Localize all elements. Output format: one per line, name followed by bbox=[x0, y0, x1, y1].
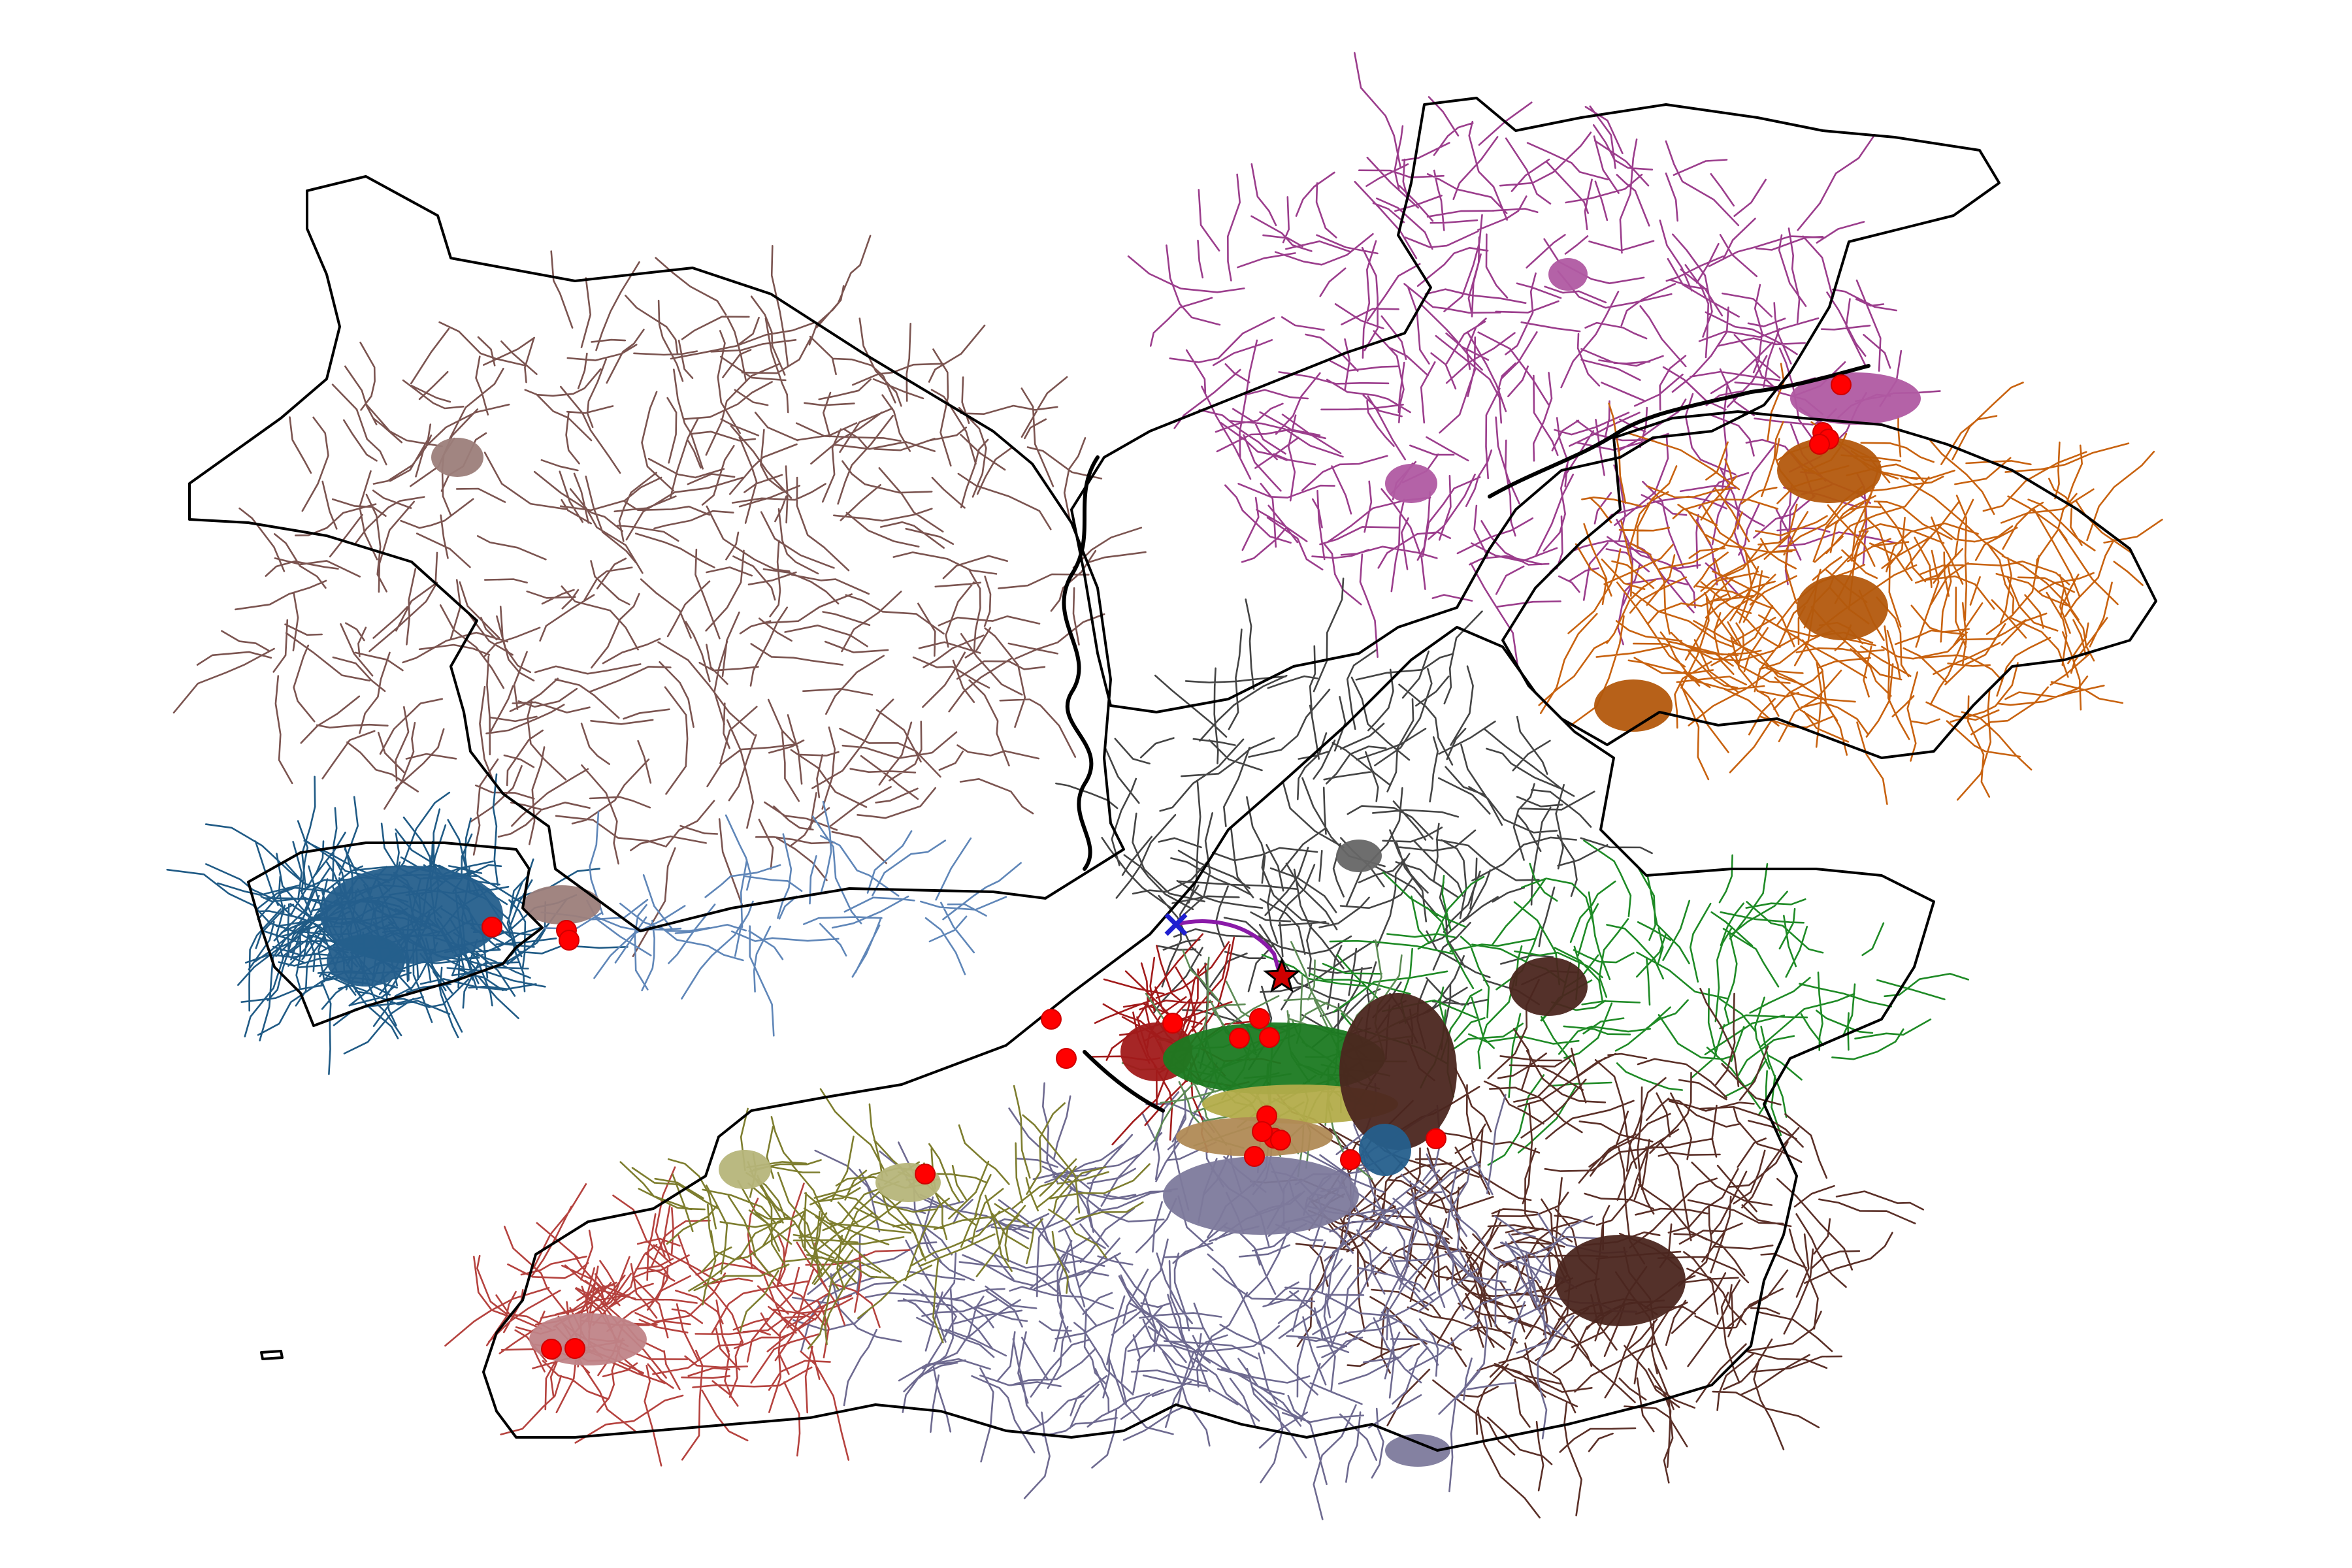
urban-area-northeast-7 bbox=[1777, 438, 1882, 503]
roads-west-coast bbox=[540, 800, 1022, 1037]
star-icon bbox=[1263, 956, 1301, 993]
road-network bbox=[166, 52, 2163, 1520]
dot-icon bbox=[482, 917, 502, 938]
dot-icon bbox=[1041, 1009, 1062, 1030]
dot-icon bbox=[1252, 1121, 1273, 1142]
route bbox=[1164, 913, 1301, 993]
dot-icon bbox=[1426, 1128, 1446, 1149]
urban-area-northwest-3 bbox=[523, 885, 601, 924]
estuary-south bbox=[1083, 1050, 1165, 1113]
roads-northwest bbox=[172, 235, 1147, 957]
urban-area-southeast-15 bbox=[1339, 993, 1457, 1150]
urban-area-northwest-2 bbox=[431, 438, 483, 477]
outline-south bbox=[482, 626, 1935, 1452]
urban-area-west-city-23 bbox=[1359, 1124, 1411, 1176]
roads-southwest bbox=[444, 1166, 911, 1467]
urban-area-north-4 bbox=[1790, 372, 1921, 425]
roads-olive bbox=[619, 1085, 1151, 1350]
dot-icon bbox=[564, 1338, 585, 1359]
urban-area-north-6 bbox=[1548, 258, 1588, 291]
outline-islet bbox=[260, 1350, 284, 1360]
outline-west-city bbox=[247, 841, 544, 1027]
region-outlines bbox=[188, 97, 2157, 1452]
dot-icon bbox=[1831, 374, 1852, 395]
dot-icon bbox=[1056, 1048, 1077, 1069]
estuary-north bbox=[1488, 364, 1870, 498]
roads-northeast bbox=[1538, 363, 2163, 805]
cross-icon bbox=[1164, 913, 1188, 936]
roads-north bbox=[1127, 52, 1941, 668]
rivers bbox=[1062, 364, 1870, 1113]
urban-area-southeast-17 bbox=[1555, 1235, 1686, 1326]
dot-icon bbox=[915, 1164, 936, 1184]
point-markers bbox=[482, 374, 1852, 1360]
dot-icon bbox=[1270, 1130, 1291, 1151]
urban-area-olive-21 bbox=[719, 1150, 771, 1189]
urban-areas bbox=[320, 258, 1921, 1467]
dot-icon bbox=[1162, 1013, 1183, 1034]
dot-icon bbox=[1229, 1028, 1250, 1049]
urban-area-central-north-10 bbox=[1336, 840, 1382, 872]
urban-area-south-18 bbox=[1163, 1156, 1359, 1235]
urban-area-northeast-9 bbox=[1594, 679, 1673, 732]
urban-area-south-19 bbox=[1385, 1434, 1450, 1467]
dot-icon bbox=[559, 930, 580, 951]
urban-area-southeast-16 bbox=[1509, 957, 1588, 1016]
dot-icon bbox=[541, 1339, 562, 1360]
outline-northwest bbox=[188, 175, 1125, 932]
urban-area-north-5 bbox=[1385, 464, 1437, 503]
dot-icon bbox=[1809, 434, 1830, 455]
roads-central-north bbox=[1055, 578, 1653, 1110]
urban-area-northeast-8 bbox=[1797, 575, 1888, 640]
river-west bbox=[1062, 455, 1100, 871]
urban-area-east-12 bbox=[1163, 1022, 1385, 1094]
route-line bbox=[1174, 919, 1282, 979]
dot-icon bbox=[1259, 1027, 1280, 1048]
urban-area-west-city-1 bbox=[327, 934, 405, 987]
outline-north bbox=[1070, 97, 2001, 713]
dot-icon bbox=[1249, 1008, 1270, 1029]
dot-icon bbox=[1340, 1149, 1361, 1170]
dot-icon bbox=[1244, 1146, 1265, 1167]
